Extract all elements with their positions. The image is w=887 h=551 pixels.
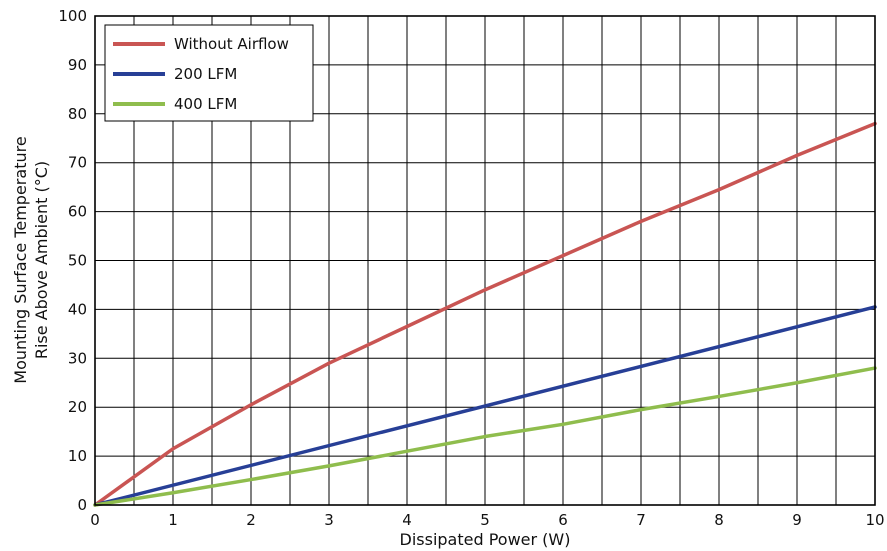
y-axis-label-line-2: Rise Above Ambient (°C) bbox=[32, 161, 51, 359]
x-tick-label: 2 bbox=[246, 511, 256, 529]
x-axis-label: Dissipated Power (W) bbox=[400, 530, 571, 549]
plot-frame bbox=[94, 15, 876, 506]
series-line-400-lfm bbox=[93, 366, 877, 507]
y-tick-label: 20 bbox=[68, 398, 87, 416]
x-tick-label: 9 bbox=[792, 511, 802, 529]
y-tick-label: 50 bbox=[68, 252, 87, 270]
x-tick-label: 7 bbox=[636, 511, 646, 529]
series-line-200-lfm bbox=[93, 305, 877, 507]
y-tick-label: 30 bbox=[68, 349, 87, 367]
x-tick-labels: 0 1 2 3 4 5 6 7 8 9 10 bbox=[90, 511, 884, 529]
y-tick-label: 10 bbox=[68, 447, 87, 465]
x-tick-label: 0 bbox=[90, 511, 100, 529]
y-tick-label: 60 bbox=[68, 203, 87, 221]
y-tick-label: 80 bbox=[68, 105, 87, 123]
y-tick-label: 70 bbox=[68, 154, 87, 172]
grid bbox=[95, 16, 875, 505]
x-tick-label: 6 bbox=[558, 511, 568, 529]
legend-item-400-lfm: 400 LFM bbox=[113, 95, 237, 113]
y-tick-labels: 0 10 20 30 40 50 60 70 80 90 100 bbox=[58, 7, 87, 514]
legend-label-200-lfm: 200 LFM bbox=[174, 65, 237, 83]
y-axis-label: Mounting Surface Temperature Rise Above … bbox=[11, 136, 51, 383]
legend-item-without-airflow: Without Airflow bbox=[113, 35, 289, 53]
y-tick-label: 100 bbox=[58, 7, 87, 25]
legend-label-400-lfm: 400 LFM bbox=[174, 95, 237, 113]
x-tick-label: 5 bbox=[480, 511, 490, 529]
legend-item-200-lfm: 200 LFM bbox=[113, 65, 237, 83]
series-lines bbox=[93, 121, 877, 507]
x-tick-label: 8 bbox=[714, 511, 724, 529]
legend: Without Airflow 200 LFM 400 LFM bbox=[104, 24, 314, 122]
y-tick-label: 0 bbox=[77, 496, 87, 514]
x-tick-label: 4 bbox=[402, 511, 412, 529]
y-axis-label-line-1: Mounting Surface Temperature bbox=[11, 136, 30, 383]
x-tick-label: 10 bbox=[865, 511, 884, 529]
x-tick-label: 3 bbox=[324, 511, 334, 529]
legend-label-without-airflow: Without Airflow bbox=[174, 35, 289, 53]
series-line-without-airflow bbox=[93, 121, 877, 507]
y-tick-label: 90 bbox=[68, 56, 87, 74]
y-tick-label: 40 bbox=[68, 300, 87, 318]
x-tick-label: 1 bbox=[168, 511, 178, 529]
